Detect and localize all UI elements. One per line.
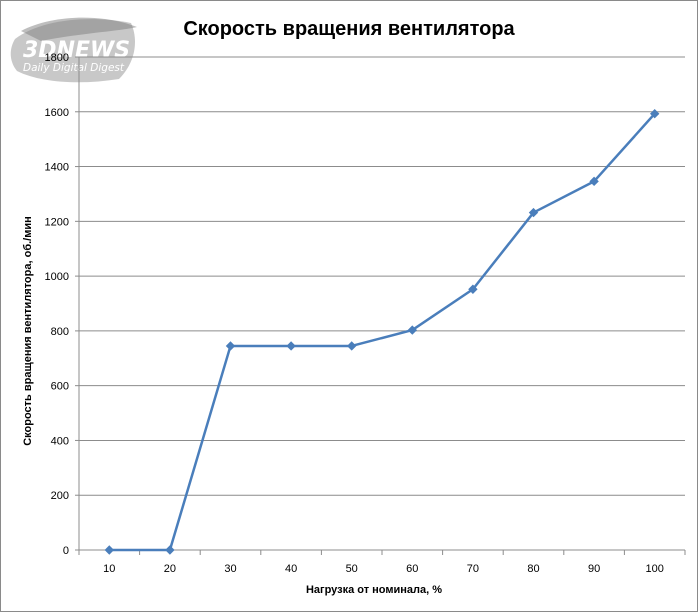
watermark-tagline: Daily Digital Digest (23, 62, 125, 74)
x-tick-label: 90 (588, 563, 600, 575)
x-tick-label: 30 (224, 563, 236, 575)
watermark-logo: 3DNEWS Daily Digital Digest (10, 17, 137, 83)
y-tick-label: 1800 (45, 52, 69, 64)
axes (75, 56, 686, 555)
y-tick-labels: 0 200 400 600 800 1000 1200 1400 1600 1800 (45, 52, 69, 557)
watermark-brush-stroke-2 (21, 17, 137, 41)
data-point-marker (346, 341, 357, 351)
x-tick-label: 80 (527, 563, 539, 575)
gridlines (79, 56, 685, 496)
data-point-marker (286, 341, 296, 351)
chart-title: Скорость вращения вентилятора (183, 18, 515, 40)
x-tick-label: 50 (346, 563, 358, 575)
data-point-marker (165, 545, 175, 555)
y-tick-label: 1200 (45, 216, 69, 228)
watermark-brand: 3DNEWS (23, 38, 130, 63)
data-point-marker (589, 176, 599, 187)
series-line (109, 112, 656, 552)
x-tick-label: 70 (467, 563, 479, 575)
x-tick-label: 100 (646, 563, 664, 575)
y-tick-label: 200 (51, 490, 69, 502)
x-tick-label: 60 (406, 563, 418, 575)
series-layer (104, 108, 660, 555)
y-axis-title: Скорость вращения вентилятора, об./мин (22, 216, 34, 446)
y-tick-label: 600 (51, 381, 69, 393)
data-point-marker (468, 284, 478, 294)
y-tick-label: 400 (51, 435, 69, 447)
data-point-marker (407, 325, 418, 335)
y-tick-label: 1600 (45, 107, 69, 119)
y-tick-label: 1000 (45, 271, 69, 283)
y-tick-label: 800 (51, 326, 69, 338)
x-tick-label: 10 (103, 563, 115, 575)
x-axis-title: Нагрузка от номинала, % (306, 584, 442, 596)
data-point-marker (104, 545, 115, 555)
y-tick-label: 0 (63, 545, 69, 557)
x-tick-labels: 10 20 30 40 50 60 70 80 90 100 (103, 563, 664, 575)
x-tick-label: 40 (285, 563, 297, 575)
y-tick-label: 1400 (45, 162, 69, 174)
x-tick-label: 20 (164, 563, 176, 575)
data-point-marker (649, 108, 660, 119)
data-point-marker (528, 207, 539, 218)
data-point-marker (225, 341, 236, 351)
